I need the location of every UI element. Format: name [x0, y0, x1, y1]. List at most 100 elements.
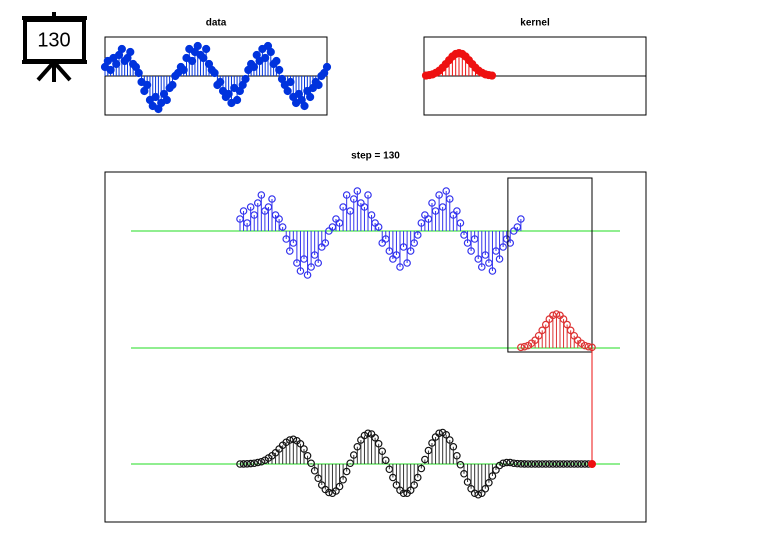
stem-marker: [442, 430, 451, 439]
stem-marker: [566, 326, 575, 335]
stem-marker: [342, 191, 351, 199]
stem-marker: [134, 68, 143, 78]
stem-marker: [573, 460, 582, 468]
stem-marker: [517, 460, 525, 468]
stem-marker: [488, 267, 497, 275]
stem-marker: [246, 203, 255, 211]
stem-marker: [549, 460, 557, 468]
stem-marker: [487, 71, 497, 80]
stem-marker: [275, 215, 283, 223]
stem-marker: [577, 460, 586, 468]
stem-marker: [296, 267, 305, 275]
stem-marker: [367, 211, 376, 219]
stem-marker: [285, 247, 294, 255]
stem-marker: [241, 74, 250, 84]
stem-marker: [517, 215, 525, 223]
stem-marker: [527, 460, 536, 468]
stem-marker: [371, 433, 379, 442]
stem-marker: [541, 460, 550, 468]
stem-marker: [239, 207, 248, 215]
stem-marker: [410, 481, 419, 489]
stem-marker: [413, 473, 422, 482]
stem-marker: [481, 484, 490, 493]
stem-marker: [322, 62, 332, 72]
stem-marker: [353, 187, 362, 195]
stem-marker: [151, 92, 160, 102]
stem-marker: [477, 263, 486, 271]
stem-marker: [300, 101, 309, 111]
stem-marker: [278, 223, 287, 231]
stem-marker: [445, 195, 454, 203]
stem-marker: [406, 486, 415, 495]
stem-marker: [126, 47, 135, 57]
stem-marker: [257, 191, 266, 199]
stem-marker: [342, 467, 351, 476]
chart-title: step = 130: [351, 151, 400, 162]
stem-marker: [168, 80, 177, 90]
stem-marker: [488, 472, 497, 480]
stem-marker: [268, 195, 276, 203]
stem-marker: [216, 77, 225, 87]
stem-marker: [453, 451, 461, 460]
easel-icon: [22, 12, 87, 82]
stem-marker: [396, 263, 404, 271]
stem-marker: [403, 259, 411, 267]
stem-marker: [210, 68, 219, 78]
stem-marker: [428, 199, 436, 207]
stem-marker: [249, 62, 259, 72]
icon-label: 130: [37, 29, 70, 51]
stem-marker: [143, 80, 152, 90]
stem-marker: [381, 456, 390, 465]
stem-marker: [117, 44, 126, 54]
stem-marker: [179, 65, 188, 75]
stem-marker: [261, 53, 270, 63]
stem-marker: [378, 447, 387, 456]
stem-marker: [467, 247, 475, 255]
stem-marker: [552, 310, 561, 318]
stem-marker: [202, 44, 211, 54]
stem-marker: [506, 458, 515, 467]
stem-marker: [509, 459, 518, 468]
stem-marker: [453, 207, 461, 215]
stem-marker: [556, 460, 564, 468]
stem-marker: [300, 445, 308, 453]
stem-marker: [275, 65, 284, 75]
stem-marker: [445, 436, 454, 444]
stem-marker: [442, 187, 451, 195]
chart-title: kernel: [520, 18, 550, 29]
stem-marker: [339, 475, 347, 484]
stem-marker: [296, 439, 305, 448]
stem-marker: [566, 460, 575, 468]
stem-marker: [266, 47, 275, 57]
stem-marker: [413, 231, 422, 239]
stem-marker: [193, 41, 202, 51]
stem-marker: [520, 460, 529, 468]
stem-marker: [570, 460, 579, 468]
stem-marker: [559, 315, 568, 323]
stem-marker: [364, 429, 372, 438]
stem-marker: [306, 92, 315, 102]
stem-marker: [410, 239, 419, 247]
stem-marker: [456, 219, 465, 227]
stem-marker: [563, 460, 571, 468]
stem-marker: [506, 239, 515, 247]
stem-marker: [499, 243, 507, 251]
stem-marker: [232, 95, 242, 105]
stem-marker: [449, 442, 458, 451]
stem-marker: [474, 490, 483, 499]
stem-marker: [374, 223, 383, 231]
stem-marker: [513, 459, 522, 468]
stem-marker: [524, 460, 532, 468]
stem-marker: [335, 482, 344, 491]
stem-marker: [289, 435, 298, 444]
stem-marker: [314, 80, 323, 90]
stem-marker: [534, 460, 543, 468]
stem-marker: [531, 460, 539, 468]
stem-marker: [272, 56, 281, 66]
stem-marker: [112, 59, 121, 69]
stem-marker: [406, 247, 415, 255]
stem-marker: [435, 191, 443, 199]
stem-marker: [314, 259, 323, 267]
stem-marker: [581, 341, 589, 350]
